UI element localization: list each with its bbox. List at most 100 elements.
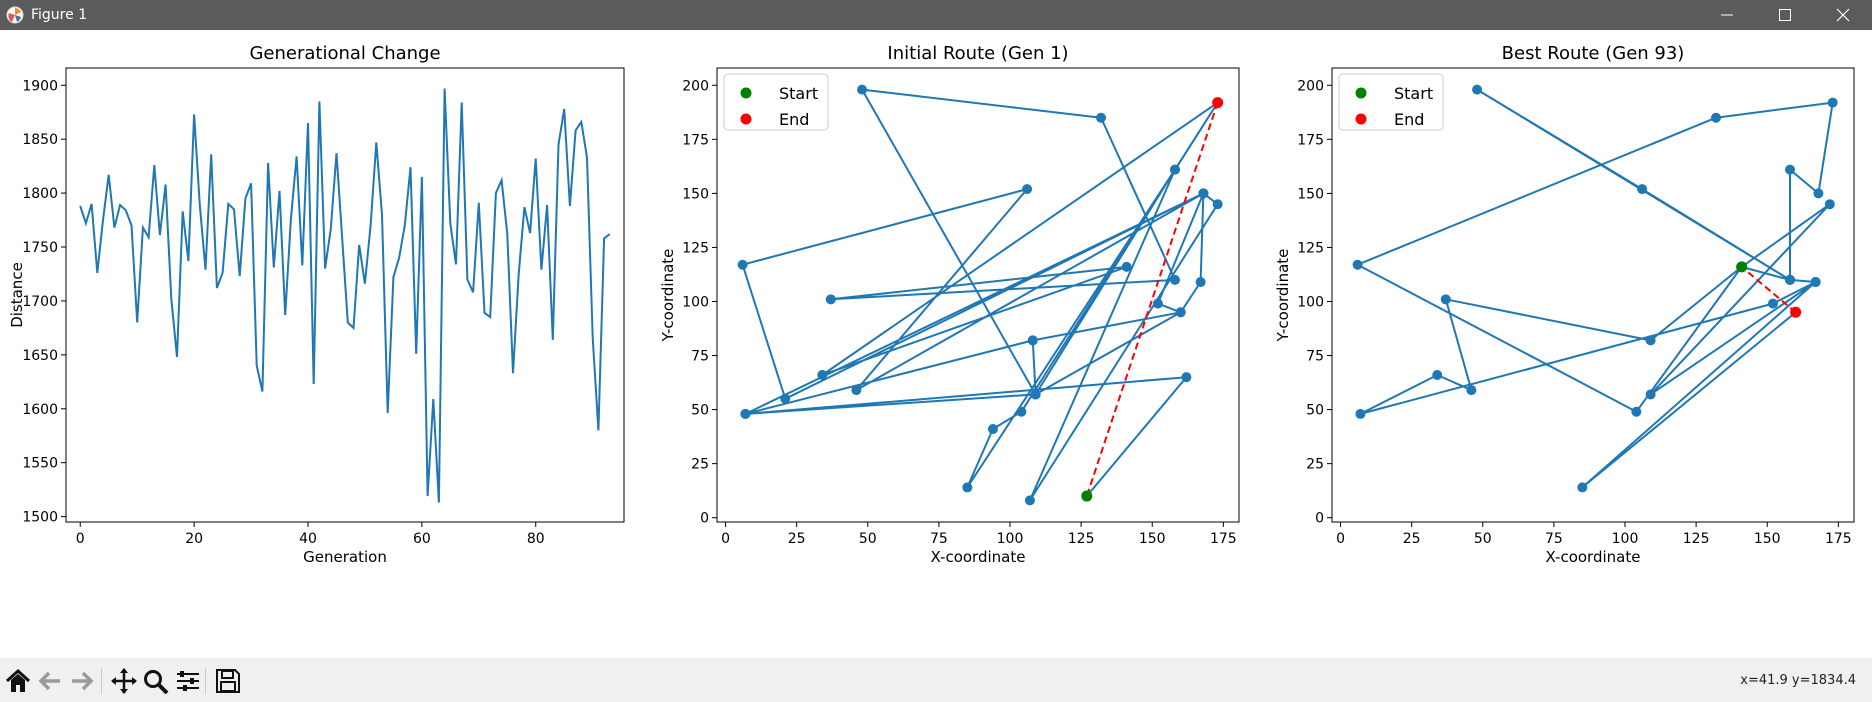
start-point: [1736, 261, 1748, 273]
subplot-1: Generational Change Generation Distance 0 20…: [8, 43, 625, 566]
back-button[interactable]: [34, 666, 66, 696]
series-line: [79, 88, 611, 503]
start-point: [1081, 490, 1093, 502]
city-point: [857, 84, 868, 95]
y-tick-label: 125: [1297, 240, 1324, 256]
y-tick-label: 1700: [22, 294, 58, 310]
y-tick-label: 0: [1315, 511, 1324, 527]
x-tick-label: 75: [930, 531, 948, 547]
subplot-3: Best Route (Gen 93) X-coordinate Y-coordin…: [1274, 43, 1855, 566]
toolbar-separator: [101, 668, 102, 694]
maximize-button[interactable]: [1756, 0, 1814, 30]
matplotlib-logo-icon: [6, 6, 24, 24]
y-tick-label: 1650: [22, 348, 58, 364]
x-tick-label: 125: [1683, 531, 1710, 547]
x-tick-label: 20: [185, 531, 203, 547]
forward-button[interactable]: [66, 666, 98, 696]
legend-marker: [1355, 113, 1367, 125]
y-tick-label: 175: [682, 132, 709, 148]
x-tick-label: 60: [413, 531, 431, 547]
legend-label: End: [779, 110, 809, 129]
city-point: [1181, 372, 1192, 383]
toolbar-separator: [205, 668, 206, 694]
configure-icon: [177, 671, 199, 691]
city-point: [962, 482, 973, 493]
city-point: [1637, 184, 1648, 195]
chart-title: Generational Change: [249, 43, 440, 64]
legend-label: Start: [1394, 84, 1433, 103]
home-icon: [5, 668, 31, 692]
city-point: [1030, 389, 1041, 400]
city-point: [740, 408, 751, 419]
y-tick-label: 150: [682, 186, 709, 202]
city-point: [737, 259, 748, 270]
y-tick-label: 125: [682, 240, 709, 256]
minimize-button[interactable]: [1698, 0, 1756, 30]
axes-frame: [1331, 67, 1855, 523]
legend-label: End: [1394, 110, 1424, 129]
forward-arrow-icon: [72, 671, 94, 691]
y-tick-label: 1750: [22, 240, 58, 256]
y-tick-label: 1800: [22, 186, 58, 202]
x-tick-label: 150: [1754, 531, 1781, 547]
city-point: [1016, 406, 1027, 417]
legend: Start End: [1338, 73, 1444, 131]
x-tick-label: 100: [997, 531, 1024, 547]
x-axis-label: Generation: [303, 548, 387, 566]
cursor-coordinates: x=41.9 y=1834.4: [1740, 673, 1856, 688]
minimize-icon: [1721, 14, 1733, 16]
legend-marker: [1355, 87, 1367, 99]
city-point: [1175, 307, 1186, 318]
city-point: [1096, 112, 1107, 123]
x-tick-label: 100: [1612, 531, 1639, 547]
y-tick-label: 25: [691, 457, 709, 473]
city-point: [1152, 298, 1163, 309]
y-tick-label: 50: [691, 403, 709, 419]
axes-frame: [716, 67, 1240, 523]
y-tick-label: 150: [1297, 186, 1324, 202]
city-point: [1813, 188, 1824, 199]
city-point: [1195, 277, 1206, 288]
city-point: [1631, 406, 1642, 417]
y-tick-label: 75: [691, 349, 709, 365]
city-point: [825, 294, 836, 305]
home-button[interactable]: [2, 666, 34, 696]
x-tick-label: 80: [527, 531, 545, 547]
city-point: [1827, 97, 1838, 108]
configure-subplots-button[interactable]: [172, 666, 204, 696]
city-point: [1121, 261, 1132, 272]
city-point: [1577, 482, 1588, 493]
x-tick-label: 40: [299, 531, 317, 547]
y-tick-label: 1850: [22, 132, 58, 148]
chart-title: Best Route (Gen 93): [1502, 43, 1685, 64]
city-point: [1169, 274, 1180, 285]
legend-marker: [740, 113, 752, 125]
city-point: [1352, 259, 1363, 270]
legend: Start End: [723, 73, 829, 131]
city-point: [1355, 408, 1366, 419]
legend-label: Start: [779, 84, 818, 103]
y-tick-label: 1600: [22, 402, 58, 418]
x-tick-label: 75: [1545, 531, 1563, 547]
pan-button[interactable]: [108, 666, 140, 696]
x-tick-label: 0: [1336, 531, 1345, 547]
x-tick-label: 0: [76, 531, 85, 547]
city-point: [1198, 188, 1209, 199]
zoom-button[interactable]: [140, 666, 172, 696]
x-tick-label: 25: [788, 531, 806, 547]
city-point: [1645, 389, 1656, 400]
save-button[interactable]: [212, 666, 244, 696]
x-tick-label: 0: [721, 531, 730, 547]
x-tick-label: 125: [1068, 531, 1095, 547]
figure-canvas[interactable]: Generational Change Generation Distance 0 20…: [0, 30, 1872, 658]
x-tick-label: 25: [1403, 531, 1421, 547]
y-axis-label: Y-coordinate: [659, 249, 677, 343]
city-point: [1440, 294, 1451, 305]
chart-title: Initial Route (Gen 1): [887, 43, 1068, 64]
x-tick-label: 50: [859, 531, 877, 547]
pan-icon: [111, 668, 137, 694]
city-point: [1472, 84, 1483, 95]
route-line: [741, 88, 1219, 502]
close-button[interactable]: [1814, 0, 1872, 30]
y-tick-label: 200: [682, 78, 709, 94]
